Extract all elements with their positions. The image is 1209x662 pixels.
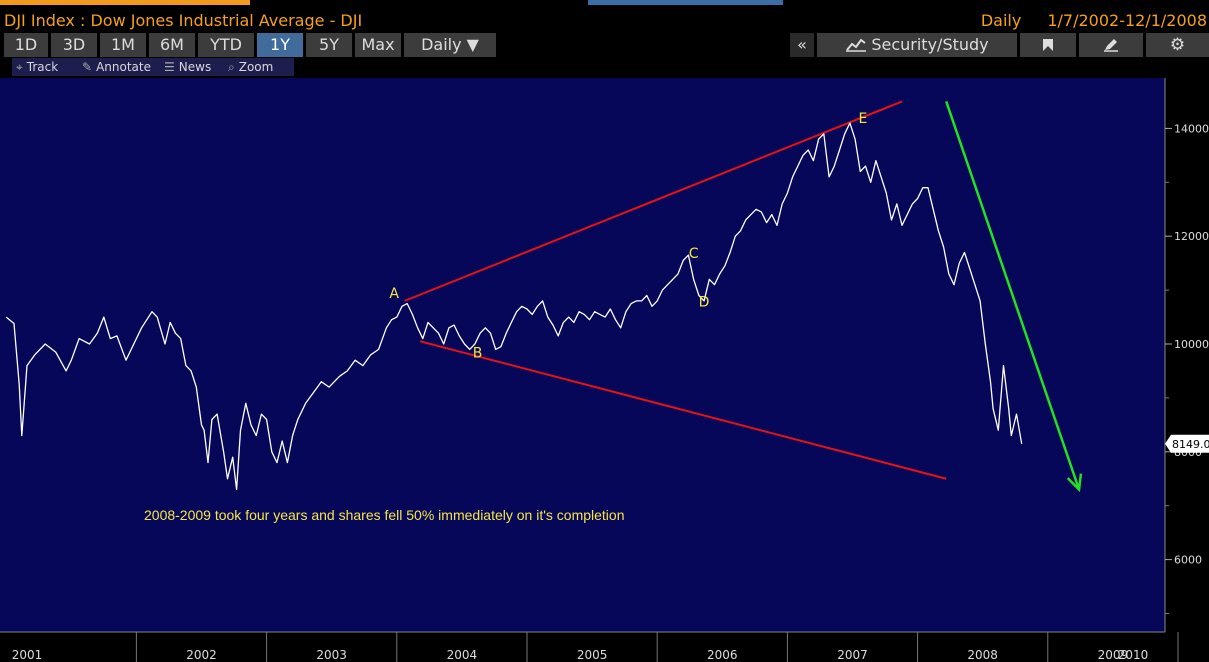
x-tick-label-2008: 2008: [967, 648, 998, 662]
range-toolbar: 1D 3D 1M 6M YTD 1Y 5Y Max Daily ▼ « Secu…: [0, 32, 1209, 58]
x-tick-label-2007: 2007: [837, 648, 868, 662]
range-button-5y[interactable]: 5Y: [306, 33, 352, 57]
price-line: [5, 122, 1023, 491]
security-study-label: Security/Study: [871, 35, 989, 54]
y-tick-label-6000: 6000: [1174, 554, 1202, 567]
date-range-label: 1/7/2002-12/1/2008: [1047, 11, 1207, 30]
pencil-icon: ✎: [82, 60, 93, 74]
annotate-label: Annotate: [96, 60, 151, 74]
news-label: News: [178, 60, 212, 74]
settings-button[interactable]: ⚙: [1146, 33, 1209, 57]
x-tick-label-2005: 2005: [577, 648, 608, 662]
annotate-button[interactable]: ✎ Annotate: [78, 58, 166, 76]
x-tick-label-2001: 2001: [12, 648, 43, 662]
bookmark-button[interactable]: [1020, 33, 1076, 57]
track-icon: ⌖: [16, 60, 23, 74]
range-button-ytd[interactable]: YTD: [198, 33, 254, 57]
title-right: Daily 1/7/2002-12/1/2008: [955, 11, 1207, 30]
frequency-label: Daily: [980, 11, 1022, 30]
wave-label-E: E: [858, 111, 867, 127]
title-bar: DJI Index : Dow Jones Industrial Average…: [0, 8, 1209, 32]
last-price-box: [1165, 434, 1209, 453]
y-tick-label-12000: 12000: [1174, 230, 1209, 243]
y-axis-panel: [1165, 78, 1209, 632]
x-tick-label-2010: 2010: [1118, 648, 1149, 662]
x-axis-panel: [0, 632, 1209, 662]
range-button-max[interactable]: Max: [355, 33, 401, 57]
top-strip-blue: [588, 0, 783, 5]
x-tick-label-2006: 2006: [707, 648, 738, 662]
x-tick-label-2003: 2003: [316, 648, 347, 662]
x-tick-label-2009: 2009: [1098, 648, 1129, 662]
range-button-3d[interactable]: 3D: [51, 33, 97, 57]
y-tick-label-10000: 10000: [1174, 338, 1209, 351]
wave-label-C: C: [689, 246, 699, 262]
edit-icon: [1104, 39, 1118, 52]
window-title: DJI Index : Dow Jones Industrial Average…: [4, 11, 363, 30]
track-button[interactable]: ⌖ Track: [12, 58, 84, 76]
bookmark-icon: [1043, 39, 1053, 51]
y-tick-label-14000: 14000: [1174, 122, 1209, 135]
price-chart[interactable]: 2001 2002 2003 2004 2005 2006 2007 2008 20092010…: [0, 78, 1209, 662]
sub-toolbar: ⌖ Track ✎ Annotate ☰ News ⌕ Zoom: [0, 58, 1209, 78]
arrow-shaft: [945, 101, 1081, 490]
zoom-label: Zoom: [238, 60, 274, 74]
gear-icon: ⚙: [1169, 35, 1186, 55]
annotation-note: 2008-2009 took four years and shares fel…: [144, 507, 625, 523]
x-tick-label-2002: 2002: [186, 648, 217, 662]
trend-line-lower: [419, 340, 947, 480]
wave-labels: A B C D E: [389, 111, 867, 361]
range-button-1y[interactable]: 1Y: [257, 33, 303, 57]
wave-label-A: A: [389, 286, 399, 302]
top-strip: [0, 0, 1209, 8]
range-button-1d[interactable]: 1D: [4, 33, 48, 57]
news-button[interactable]: ☰ News: [160, 58, 230, 76]
security-study-button[interactable]: Security/Study: [817, 33, 1017, 57]
x-tick-label-2004: 2004: [447, 648, 478, 662]
plot-area: [0, 78, 1165, 632]
chart-line-icon: [846, 38, 867, 52]
range-button-1m[interactable]: 1M: [100, 33, 146, 57]
wave-label-D: D: [699, 294, 710, 310]
wave-label-B: B: [473, 345, 483, 361]
last-price-marker: 8149.0: [1165, 434, 1209, 453]
track-label: Track: [26, 60, 59, 74]
news-icon: ☰: [164, 60, 175, 74]
edit-button[interactable]: [1079, 33, 1143, 57]
top-strip-orange: [0, 0, 250, 5]
range-button-6m[interactable]: 6M: [149, 33, 195, 57]
trend-lines: [404, 100, 947, 480]
arrow-head: [1066, 473, 1083, 493]
zoom-button[interactable]: ⌕ Zoom: [224, 58, 294, 76]
magnifier-icon: ⌕: [228, 60, 235, 74]
collapse-button[interactable]: «: [790, 33, 814, 57]
last-price-label: 8149.0: [1172, 438, 1209, 451]
period-select[interactable]: Daily ▼: [404, 33, 496, 57]
down-arrow: [945, 101, 1083, 493]
trend-line-upper: [404, 100, 903, 302]
